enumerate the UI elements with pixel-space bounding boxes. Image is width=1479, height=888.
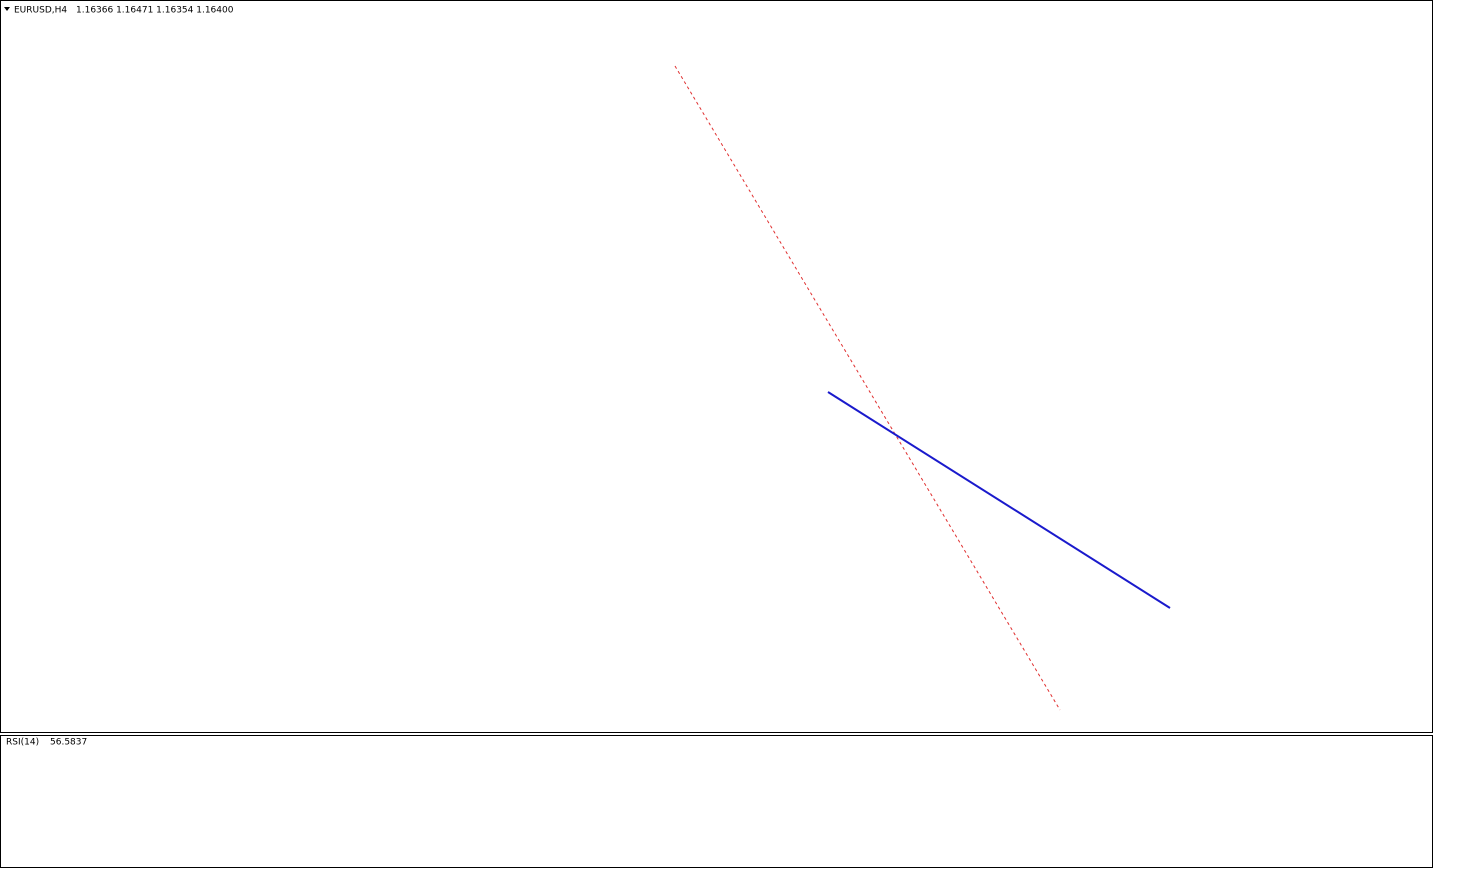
menu-triangle [4,7,10,11]
rsi-panel-frame [0,735,1433,868]
fib-diagonal [674,65,1061,711]
symbol-title: EURUSD,H4 [14,6,67,16]
ohlc-header: 1.16366 1.16471 1.16354 1.16400 [76,6,234,16]
price-panel-frame [0,0,1433,733]
rsi-title: RSI(14) [6,738,39,748]
rsi-last-value: 56.5837 [50,738,87,748]
trend-line [827,391,1171,609]
